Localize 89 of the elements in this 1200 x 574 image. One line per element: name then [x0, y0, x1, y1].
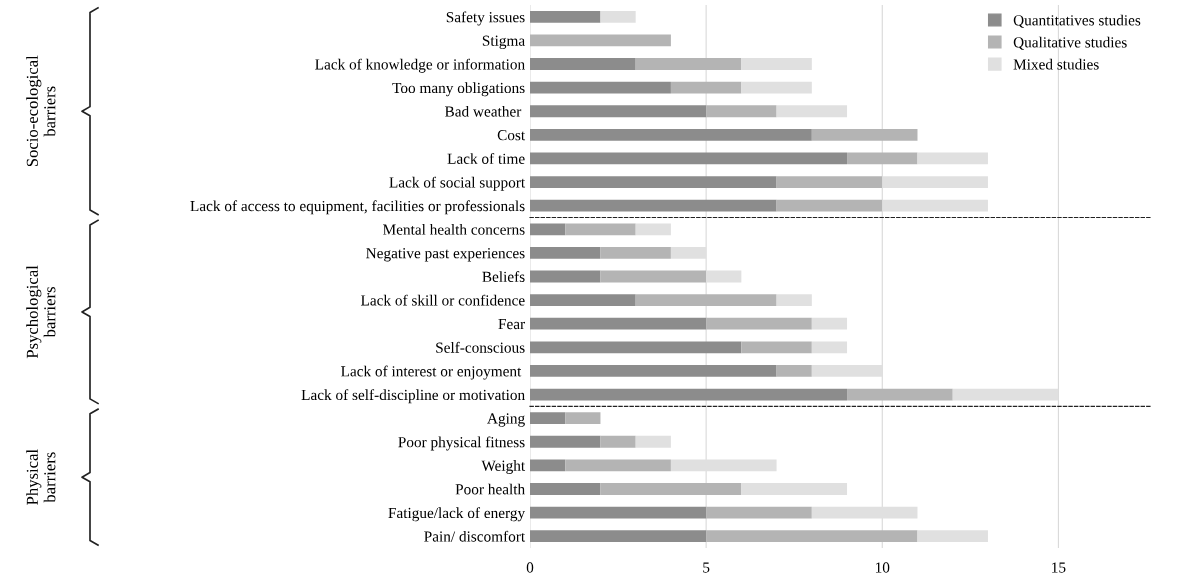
bar: [530, 506, 707, 519]
bar: [530, 34, 671, 47]
y-tick-label: Lack of time: [447, 153, 525, 164]
bar: [600, 10, 636, 23]
bar: [565, 223, 636, 236]
y-tick-label: Lack of skill or confidence: [360, 294, 525, 306]
bar: [530, 223, 566, 236]
bar: [530, 199, 777, 212]
bar: [706, 105, 777, 118]
y-tick-label: Bad weather: [444, 105, 522, 117]
y-tick-label: Lack of access to equipment, facilities or professionals: [190, 200, 525, 215]
bar: [635, 223, 671, 236]
y-tick-label: Negative past experiences: [366, 248, 525, 262]
y-tick-label: Lack of knowledge or information: [315, 58, 525, 73]
bar: [847, 388, 953, 401]
bar: [530, 58, 636, 70]
y-axis-title: Physical barriers: [26, 449, 56, 505]
y-axis-title: Socio-ecological barriers: [26, 55, 56, 167]
bar: [565, 459, 671, 472]
bar: [776, 105, 848, 118]
y-tick-label: Cost: [497, 130, 526, 141]
y-tick-label: Too many obligations: [392, 82, 525, 97]
bar: [741, 341, 812, 354]
bar: [811, 317, 848, 330]
y-tick-label: Safety issues: [446, 11, 525, 26]
bar: [565, 412, 601, 425]
bar: [600, 246, 671, 259]
bar: [741, 58, 812, 70]
bar: [530, 317, 707, 330]
legend-label: Qualitative studies: [1013, 36, 1127, 50]
bar: [530, 294, 636, 307]
bar: [530, 152, 848, 165]
bar: [917, 530, 988, 543]
y-tick-label: Mental health concerns: [383, 223, 525, 235]
bar: [706, 506, 812, 519]
bar: [530, 459, 566, 472]
bar: [530, 412, 566, 425]
bar: [530, 341, 742, 354]
bar: [530, 176, 777, 188]
legend-label: Mixed studies: [1013, 58, 1099, 70]
bar: [847, 152, 918, 165]
y-tick-label: Fear: [498, 319, 525, 330]
y-tick-label: Lack of social support: [389, 176, 526, 191]
bar: [530, 10, 601, 23]
y-tick-label: Aging: [487, 413, 525, 427]
y-tick-label: Stigma: [482, 35, 525, 49]
bar: [530, 530, 707, 543]
bar: [917, 152, 988, 165]
bar: [530, 435, 601, 448]
bar: [530, 81, 671, 94]
x-tick-label: 5: [703, 562, 710, 573]
bar: [600, 270, 707, 283]
x-tick-label: 10: [875, 562, 890, 573]
bar: [600, 435, 636, 448]
bar: [670, 81, 742, 94]
bar: [600, 483, 742, 495]
bar: [530, 365, 777, 377]
bar: [706, 530, 918, 543]
y-tick-label: Poor health: [455, 483, 525, 495]
bar: [706, 317, 812, 330]
bar: [776, 176, 883, 188]
y-tick-label: Lack of self-discipline or motivation: [301, 389, 525, 404]
bar: [776, 365, 812, 377]
bar: [530, 483, 601, 495]
bar: [741, 483, 848, 495]
bar: [776, 199, 883, 212]
bar: [776, 294, 812, 307]
x-tick-label: 15: [1052, 562, 1066, 573]
bar: [635, 435, 671, 448]
y-tick-label: Weight: [481, 460, 526, 474]
bar: [811, 128, 918, 141]
x-tick-label: 0: [526, 562, 534, 573]
bar: [635, 58, 742, 70]
y-tick-label: Fatigue/lack of energy: [388, 507, 526, 522]
y-tick-label: Pain/ discomfort: [424, 530, 526, 542]
y-axis-title: Psychological barriers: [26, 265, 56, 359]
legend-label: Quantitatives studies: [1013, 14, 1141, 28]
bar: [530, 246, 601, 259]
bar: [741, 81, 812, 94]
bar: [530, 270, 601, 283]
bar: [530, 128, 812, 141]
y-tick-label: Poor physical fitness: [398, 436, 525, 451]
bar: [530, 388, 848, 401]
bar: [811, 341, 848, 354]
y-tick-label: Beliefs: [482, 271, 525, 282]
y-tick-label: Self-conscious: [436, 341, 525, 353]
bar: [530, 105, 707, 118]
y-tick-label: Lack of interest or enjoyment: [341, 365, 522, 380]
bar: [635, 294, 777, 307]
